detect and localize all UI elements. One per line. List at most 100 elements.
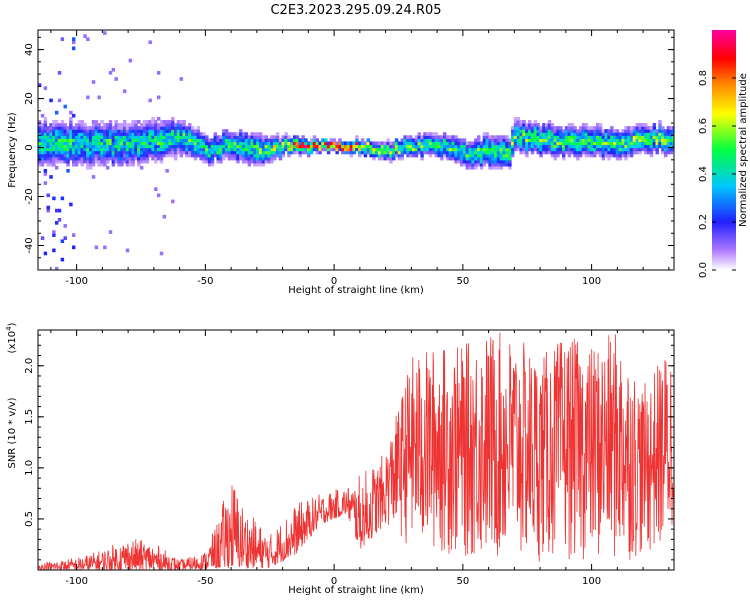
heatmap-cell [134,120,138,124]
heatmap-cell [69,202,73,207]
heatmap-cell [284,147,288,152]
heatmap-cell [386,147,390,152]
heatmap-cell [108,123,113,127]
heatmap-cell [471,162,475,167]
heatmap-cell [256,144,260,149]
heatmap-cell [522,132,526,136]
heatmap-cell [326,150,331,155]
heatmap-cell [482,153,487,158]
heatmap-cell [196,138,201,143]
heatmap-cell [91,126,96,130]
heatmap-cell [431,144,436,149]
heatmap-cell [88,126,93,130]
heatmap-cell [52,141,56,146]
heatmap-cell [508,153,512,158]
heatmap-cell [443,147,447,152]
heatmap-cell [445,147,450,152]
heatmap-cell [227,135,232,139]
heatmap-cell [494,147,498,152]
heatmap-cell [40,159,45,164]
heatmap-cell [360,141,365,146]
heatmap-cell [60,147,65,152]
heatmap-cell [556,147,560,152]
heatmap-cell [196,153,201,158]
heatmap-cell [188,123,192,127]
heatmap-cell [210,156,215,161]
heatmap-cell [137,120,141,124]
heatmap-cell [171,199,175,204]
heatmap-cell [290,138,294,143]
heatmap-cell [516,126,521,130]
heatmap-cell [137,138,141,143]
heatmap-cell [227,150,232,155]
heatmap-cell [666,126,671,130]
heatmap-cell [227,132,232,136]
heatmap-cell [567,138,572,143]
heatmap-cell [366,150,370,155]
heatmap-cell [258,162,263,167]
heatmap-cell [49,138,53,143]
heatmap-cell [145,138,150,143]
heatmap-cell [553,147,557,152]
heatmap-cell [185,141,189,146]
heatmap-cell [477,138,481,143]
heatmap-cell [38,150,42,155]
heatmap-cell [318,150,322,155]
heatmap-cell [284,135,288,139]
heatmap-cell [460,150,464,155]
heatmap-cell [156,71,161,75]
heatmap-cell [46,208,50,213]
heatmap-cell [550,135,555,139]
heatmap-cell [632,126,637,130]
heatmap-cell [86,162,90,167]
heatmap-cell [462,153,467,158]
heatmap-cell [615,135,620,139]
heatmap-cell [457,138,461,143]
heatmap-cell [148,144,152,149]
heatmap-cell [281,153,286,158]
heatmap-cell [581,126,586,130]
heatmap-cell [159,135,164,139]
heatmap-cell [533,138,538,143]
heatmap-cell [488,165,492,170]
heatmap-cell [309,138,314,143]
heatmap-cell [222,144,226,149]
heatmap-cell [530,138,535,143]
heatmap-cell [239,141,243,146]
heatmap-cell [590,150,594,155]
heatmap-cell [131,138,135,143]
heatmap-cell [646,126,651,130]
heatmap-cell [539,138,543,143]
heatmap-cell [77,138,82,143]
heatmap-cell [295,150,300,155]
heatmap-cell [91,135,96,139]
heatmap-cell [125,123,130,127]
heatmap-cell [610,144,614,149]
heatmap-cell [635,129,640,133]
heatmap-cell [91,159,96,164]
heatmap-cell [156,129,161,133]
heatmap-cell [627,129,631,133]
heatmap-cell [638,147,642,152]
heatmap-cell [267,159,271,164]
heatmap-cell [173,126,178,130]
heatmap-cell [474,156,478,161]
heatmap-cell [528,126,532,130]
heatmap-cell [224,153,229,158]
colorbar-tick-label: 0.0 [698,262,709,278]
heatmap-cell [148,98,152,103]
heatmap-cell [547,150,552,155]
heatmap-cell [196,141,201,146]
heatmap-cell [122,123,127,127]
heatmap-cell [193,129,198,133]
heatmap-cell [544,144,549,149]
heatmap-cell [646,150,651,155]
heatmap-cell [451,141,455,146]
heatmap-cell [417,144,421,149]
heatmap-cell [281,141,286,146]
heatmap-cell [380,141,385,146]
heatmap-cell [641,147,645,152]
heatmap-cell [131,132,135,136]
heatmap-cell [162,147,167,152]
heatmap-cell [593,138,597,143]
